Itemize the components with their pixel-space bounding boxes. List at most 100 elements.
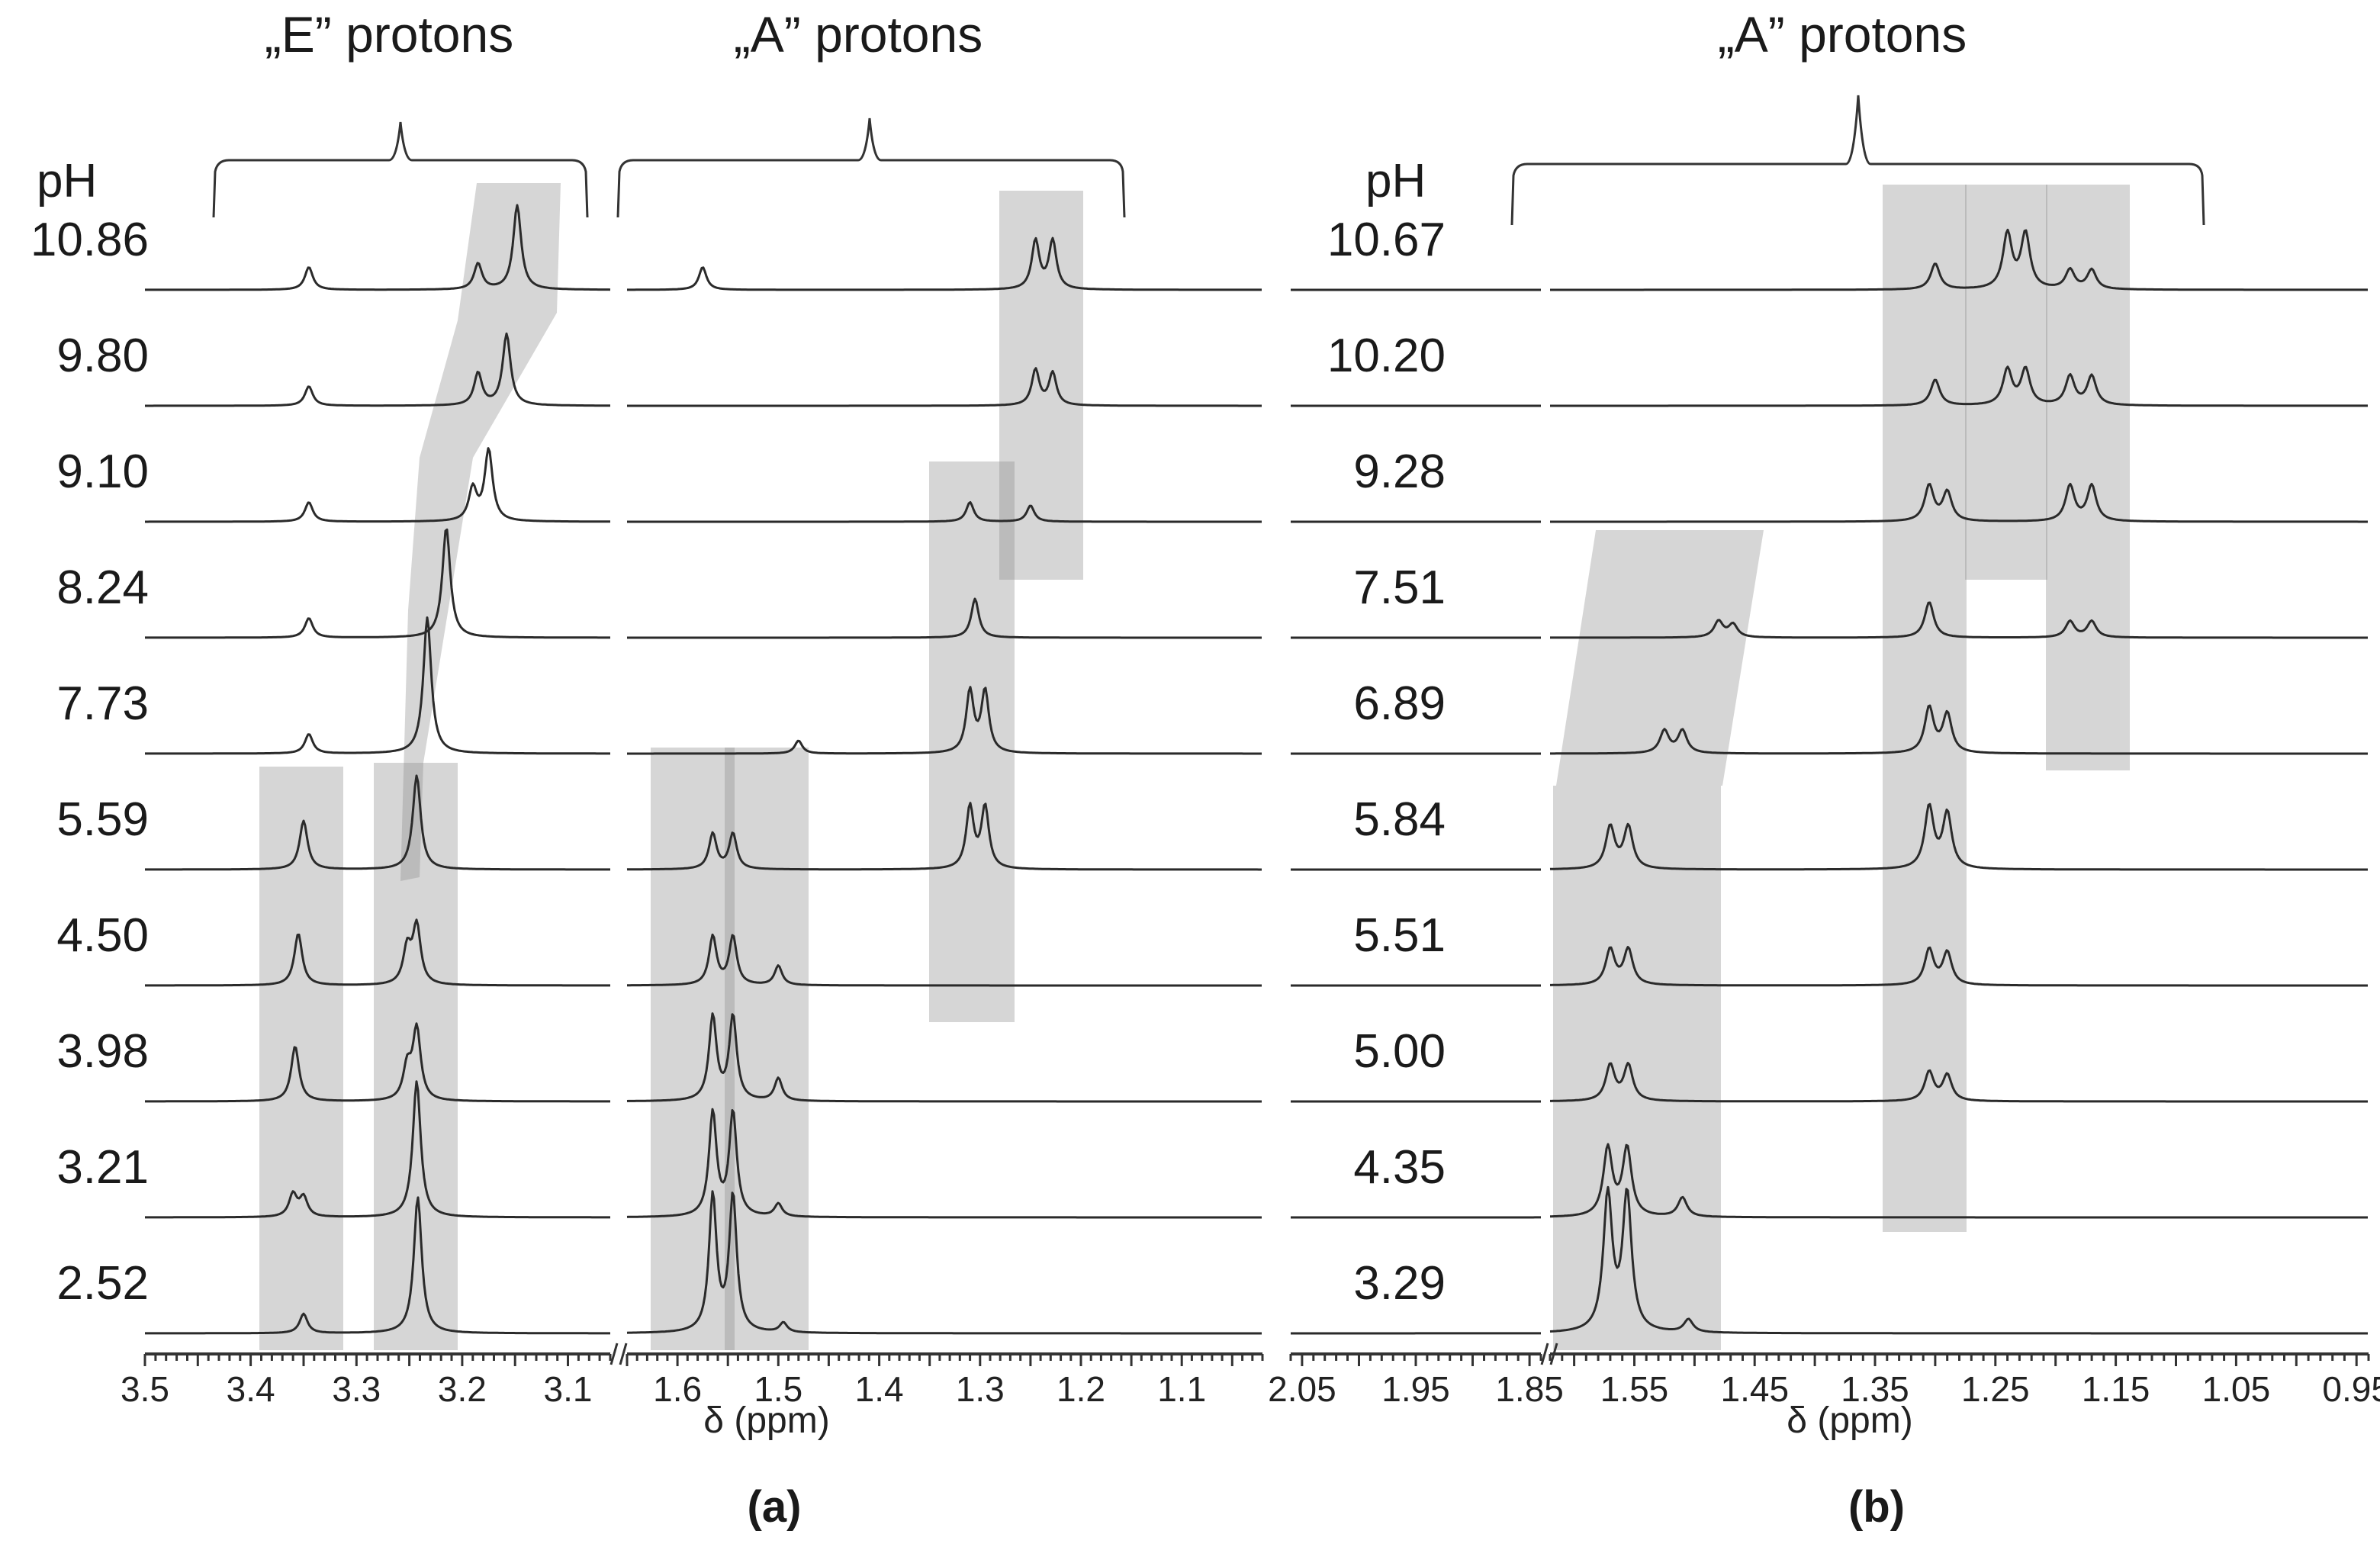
tick-label-b: 1.45 [1721,1369,1790,1409]
tick-label-a: 1.2 [1057,1369,1105,1409]
tick-label-b: 0.95 [2322,1369,2380,1409]
tick-label-a: 3.2 [438,1369,487,1409]
label-e-protons: „E” protons [265,6,513,63]
ph-label-a-2: 9.10 [56,445,149,498]
spectrum-a-ph-9.10-seg0 [145,447,610,523]
tick-label-a: 3.5 [121,1369,169,1409]
tick-label-a: 1.3 [956,1369,1005,1409]
ph-header-b: pH [1365,155,1426,207]
highlight-regions-b [1553,185,2130,1350]
ph-label-b-6: 5.51 [1353,909,1446,962]
ph-label-b-4: 6.89 [1353,677,1446,730]
ph-label-b-5: 5.84 [1353,793,1446,846]
brace-e-protons [212,121,589,218]
spectrum-a-ph-10.86-seg0 [145,204,611,291]
spectrum-a-ph-10.86-seg1 [627,236,1262,291]
ph-label-a-0: 10.86 [31,214,149,266]
highlight-region [1556,530,1764,786]
ph-label-a-8: 3.21 [56,1141,149,1194]
spectrum-b-ph-5.84-seg1 [1549,802,2368,871]
ph-label-a-3: 8.24 [56,561,149,614]
highlight-region [374,763,458,1350]
highlight-region [1965,185,2047,580]
tick-label-a: 1.1 [1157,1369,1206,1409]
highlight-region [651,748,735,1350]
spectrum-a-ph-2.52-seg0 [145,1196,610,1335]
tick-label-b: 1.35 [1841,1369,1909,1409]
highlight-region [259,767,343,1350]
axis-break-a [609,1343,619,1365]
spectrum-a-ph-3.98-seg0 [145,1022,610,1103]
ph-label-b-8: 4.35 [1353,1141,1446,1194]
spectrum-b-ph-6.89-seg1 [1550,704,2368,755]
highlight-region [1553,786,1721,1350]
ph-label-b-1: 10.20 [1327,330,1446,382]
ph-label-b-3: 7.51 [1353,561,1446,614]
tick-label-a: 1.6 [653,1369,702,1409]
highlight-regions-a [259,183,1083,1350]
highlight-region [1883,185,1967,1232]
spectrum-b-ph-10.20-seg1 [1550,365,2368,407]
spectrum-a-ph-9.10-seg1 [627,501,1262,523]
brace-a-protons-a [616,117,1126,218]
highlight-region [929,461,1015,1022]
spectrum-a-ph-9.80-seg1 [627,367,1262,407]
spectra-panel-b [1291,228,2368,1335]
ph-labels-b: 10.67 10.20 9.28 7.51 6.89 5.84 5.51 5.00 4.35 3.… [1327,214,1446,1310]
spectrum-a-ph-7.73-seg1 [627,686,1262,755]
spectrum-b-ph-5.00-seg1 [1550,1062,2368,1103]
tick-label-b: 1.95 [1381,1369,1450,1409]
ph-header-a: pH [37,155,97,207]
x-axis-title-a: δ (ppm) [703,1400,829,1441]
spectrum-b-ph-9.28-seg1 [1550,482,2368,523]
spectrum-a-ph-7.73-seg0 [145,616,610,755]
spectrum-a-ph-2.52-seg1 [626,1190,1262,1335]
spectrum-a-ph-4.50-seg0 [145,918,610,987]
tick-label-b: 1.05 [2202,1369,2271,1409]
spectrum-b-ph-3.29-seg1 [1549,1185,2368,1335]
x-axis-title-b: δ (ppm) [1787,1400,1912,1441]
spectrum-a-ph-8.24-seg1 [627,597,1262,639]
spectrum-a-ph-3.98-seg1 [626,1012,1262,1103]
ph-label-a-6: 4.50 [56,909,149,962]
panel-label-b: (b) [1848,1482,1905,1532]
brace-a-protons-b [1510,95,2205,226]
spectrum-a-ph-3.21-seg0 [145,1080,610,1219]
tick-label-b: 1.15 [2082,1369,2150,1409]
spectrum-a-ph-5.59-seg1 [626,802,1262,871]
tick-label-a: 1.4 [855,1369,904,1409]
axis-break-a [619,1343,628,1365]
spectrum-b-ph-4.35-seg1 [1550,1143,2368,1219]
spectrum-a-ph-3.21-seg1 [626,1108,1262,1219]
tick-label-b: 1.25 [1961,1369,2030,1409]
highlight-region [400,183,561,881]
spectrum-b-ph-10.67-seg1 [1550,228,2368,291]
ph-label-b-2: 9.28 [1353,445,1446,498]
x-axis-b: 2.05 1.95 1.85 1.55 1.45 1.35 1.25 1.15 1.05 0.95 [1268,1343,2380,1409]
tick-label-b: 1.55 [1600,1369,1669,1409]
tick-label-a: 3.3 [332,1369,381,1409]
ph-label-a-1: 9.80 [56,330,149,382]
spectrum-b-ph-7.51-seg1 [1550,601,2368,639]
label-a-protons-a: „A” protons [734,6,983,63]
x-axis-a: 3.5 3.4 3.3 3.2 3.1 1.6 1.5 1.4 1.3 1.2 1.1 [121,1343,1264,1409]
tick-label-a: 1.5 [754,1369,802,1409]
spectra-panel-a [145,204,1262,1335]
tick-label-a: 3.4 [227,1369,275,1409]
ph-label-a-7: 3.98 [56,1025,149,1078]
ph-label-b-0: 10.67 [1327,214,1446,266]
tick-label-b: 1.85 [1495,1369,1564,1409]
spectrum-a-ph-9.80-seg0 [145,332,610,407]
spectrum-a-ph-5.59-seg0 [145,774,610,871]
panel-label-a: (a) [748,1482,802,1532]
ph-label-a-4: 7.73 [56,677,149,730]
label-a-protons-b: „A” protons [1718,6,1967,63]
spectrum-b-ph-5.51-seg1 [1550,946,2368,987]
highlight-region [725,748,809,1350]
tick-label-b: 2.05 [1268,1369,1336,1409]
spectrum-a-ph-4.50-seg1 [627,933,1262,987]
axis-break-b [1540,1343,1549,1365]
ph-label-b-9: 3.29 [1353,1257,1446,1310]
spectrum-a-ph-8.24-seg0 [145,528,610,639]
